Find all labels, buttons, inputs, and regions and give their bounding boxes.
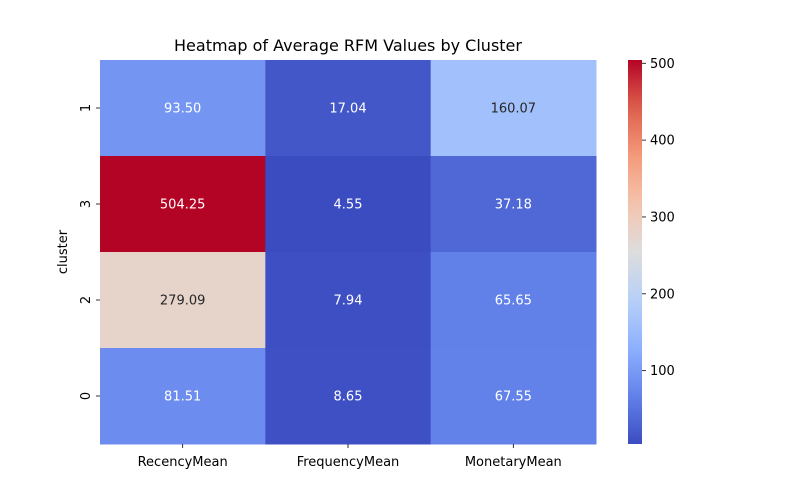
heatmap-cell bbox=[265, 348, 432, 445]
cell-value-label: 7.94 bbox=[334, 294, 363, 309]
colorbar-tick-label: 200 bbox=[650, 287, 675, 302]
cell-value-label: 65.65 bbox=[495, 294, 532, 309]
heatmap-cell bbox=[100, 60, 266, 157]
x-tick-label: MonetaryMean bbox=[465, 455, 562, 470]
y-tick-label: 2 bbox=[79, 296, 94, 304]
colorbar-tick-label: 500 bbox=[650, 57, 675, 72]
y-tick-label: 3 bbox=[79, 200, 94, 208]
colorbar-tick-label: 400 bbox=[650, 134, 675, 149]
cell-value-label: 160.07 bbox=[491, 102, 537, 117]
cell-value-label: 37.18 bbox=[495, 198, 532, 213]
x-tick-labels: RecencyMean FrequencyMean MonetaryMean bbox=[138, 444, 562, 470]
colorbar-tick-label: 300 bbox=[650, 210, 675, 225]
y-axis-label: cluster bbox=[56, 229, 71, 274]
colorbar bbox=[628, 60, 642, 444]
heatmap-cell bbox=[100, 156, 266, 253]
y-tick-label: 0 bbox=[79, 392, 94, 400]
cell-value-label: 67.55 bbox=[495, 390, 532, 405]
colorbar-ticks: 100 200 300 400 500 bbox=[642, 57, 675, 379]
heatmap-cell bbox=[430, 60, 597, 157]
cell-value-label: 93.50 bbox=[164, 102, 201, 117]
cell-value-label: 17.04 bbox=[329, 102, 366, 117]
colorbar-tick-label: 100 bbox=[650, 364, 675, 379]
y-tick-label: 1 bbox=[79, 104, 94, 112]
heatmap-cell bbox=[430, 156, 597, 253]
cell-value-label: 81.51 bbox=[164, 390, 201, 405]
y-tick-labels: 1 3 2 0 bbox=[79, 104, 100, 400]
heatmap-cells: 93.50 17.04 160.07 504.25 4.55 37.18 279.09 7.9… bbox=[100, 60, 597, 445]
cell-value-label: 504.25 bbox=[160, 198, 206, 213]
x-tick-label: FrequencyMean bbox=[297, 455, 400, 470]
heatmap-cell bbox=[265, 60, 432, 157]
cell-value-label: 8.65 bbox=[334, 390, 363, 405]
heatmap-cell bbox=[265, 252, 432, 349]
heatmap-cell bbox=[430, 252, 597, 349]
cell-value-label: 4.55 bbox=[334, 198, 363, 213]
heatmap-cell bbox=[100, 348, 266, 445]
x-tick-label: RecencyMean bbox=[138, 455, 228, 470]
chart-title: Heatmap of Average RFM Values by Cluster bbox=[174, 36, 522, 55]
heatmap-cell bbox=[100, 252, 266, 349]
heatmap-cell bbox=[265, 156, 432, 253]
cell-value-label: 279.09 bbox=[160, 294, 206, 309]
heatmap-cell bbox=[430, 348, 597, 445]
